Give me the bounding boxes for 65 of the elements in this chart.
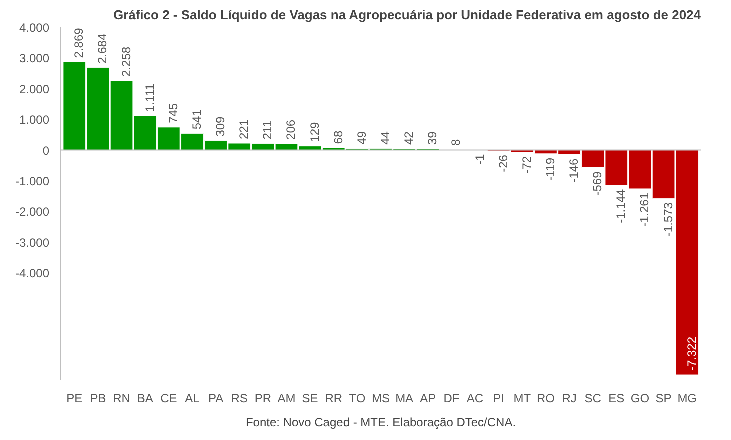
data-label: 42	[402, 131, 416, 145]
x-tick-label: RR	[325, 392, 343, 406]
x-tick-label: PR	[254, 392, 272, 406]
data-label: 541	[190, 109, 204, 130]
data-label: 8	[449, 139, 464, 146]
x-tick-label: AP	[420, 392, 436, 406]
x-tick-label: BA	[137, 392, 154, 406]
x-tick-label: MG	[678, 392, 698, 406]
data-label: 129	[308, 122, 322, 142]
chart-title: Gráfico 2 - Saldo Líquido de Vagas na Agropecuária por Unidade Federativa em agosto de 2024	[113, 8, 702, 22]
data-label: 2.684	[96, 34, 110, 64]
data-label: 221	[237, 119, 252, 140]
y-tick-label: -2.000	[15, 205, 50, 220]
data-label: -72	[520, 156, 534, 174]
x-tick-label: RN	[113, 392, 130, 406]
data-label: 39	[426, 131, 440, 146]
x-tick-label: PI	[493, 392, 505, 406]
x-tick-label: SP	[656, 392, 672, 406]
x-tick-label: MT	[514, 392, 532, 406]
x-tick-label: ES	[608, 392, 625, 406]
x-tick-label: SE	[302, 392, 318, 406]
y-tick-label: 3.000	[19, 52, 50, 66]
x-tick-label: AC	[466, 392, 484, 406]
y-tick-label: 0	[42, 144, 50, 158]
data-label: 2.869	[72, 28, 86, 58]
data-label: -1	[472, 154, 487, 165]
x-tick-label: PA	[208, 392, 224, 406]
x-tick-label: PE	[66, 392, 83, 406]
data-label: -1.144	[614, 189, 628, 224]
data-label: -7.322	[684, 336, 699, 372]
data-label: 44	[378, 131, 392, 145]
x-tick-label: SC	[584, 392, 602, 406]
data-label: -26	[496, 154, 510, 172]
x-tick-label: RS	[231, 392, 248, 406]
x-tick-label: PB	[90, 392, 106, 406]
data-label: -1.261	[638, 192, 652, 228]
data-label: 49	[354, 131, 369, 145]
x-tick-label: RO	[536, 392, 555, 406]
data-label: 309	[214, 116, 228, 137]
x-tick-label: AL	[185, 392, 200, 406]
x-tick-label: GO	[630, 392, 650, 406]
data-label: -569	[590, 171, 605, 196]
x-tick-label: AM	[278, 392, 296, 406]
data-label: 745	[166, 103, 180, 124]
source-note: Fonte: Novo Caged - MTE. Elaboração DTec/CNA.	[246, 416, 516, 430]
x-tick-label: DF	[444, 392, 460, 406]
data-label: 206	[284, 120, 298, 140]
y-tick-label: -3.000	[15, 236, 50, 250]
y-tick-label: -1.000	[15, 174, 50, 188]
y-tick-label: -4.000	[15, 266, 50, 281]
x-tick-label: TO	[349, 392, 366, 406]
x-tick-label: MS	[372, 392, 390, 406]
data-label: 68	[331, 130, 346, 144]
x-tick-label: CE	[160, 392, 178, 406]
data-label: 2.258	[119, 46, 134, 77]
data-label: -119	[543, 158, 558, 182]
data-label: -146	[567, 158, 582, 183]
y-tick-label: 4.000	[19, 21, 50, 35]
y-tick-label: 1.000	[19, 113, 50, 128]
data-label: 1.111	[142, 84, 157, 112]
y-tick-label: 2.000	[19, 82, 50, 96]
x-tick-label: MA	[396, 392, 414, 406]
x-tick-label: RJ	[562, 392, 577, 406]
data-label: 211	[260, 120, 275, 140]
data-label: -1.573	[661, 202, 676, 237]
